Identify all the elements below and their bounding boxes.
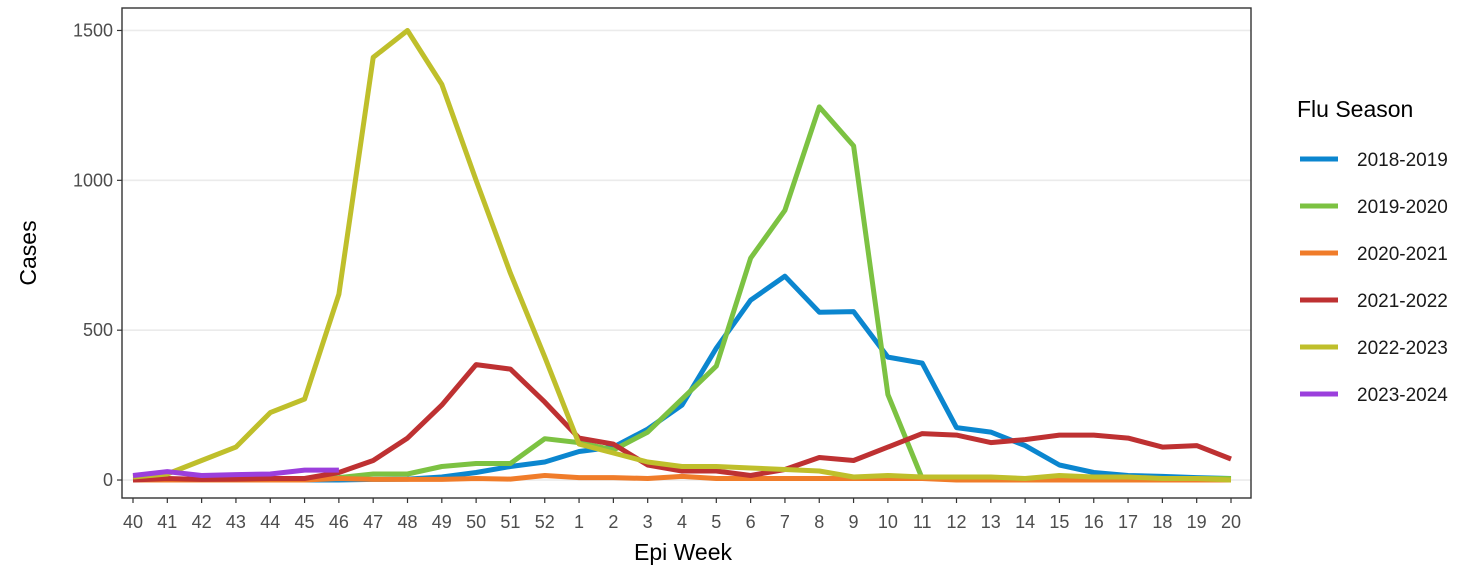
x-axis-title: Epi Week bbox=[634, 539, 733, 565]
legend-label-2018-2019: 2018-2019 bbox=[1357, 150, 1448, 171]
y-tick-label-1000: 1000 bbox=[73, 170, 113, 190]
x-tick-label-40: 40 bbox=[123, 512, 143, 532]
x-tick-label-18: 18 bbox=[1152, 512, 1172, 532]
x-tick-label-52: 52 bbox=[535, 512, 555, 532]
series-line-2022-2023 bbox=[132, 28, 1232, 483]
y-tick-label-0: 0 bbox=[103, 470, 113, 490]
x-tick-label-19: 19 bbox=[1187, 512, 1207, 532]
x-axis: 40 41 42 43 44 45 46 47 48 49 50 51 52 1 2 3 4 5 6 7 8 9 10 11 1… bbox=[123, 498, 1241, 532]
x-tick-label-47: 47 bbox=[363, 512, 383, 532]
x-tick-label-6: 6 bbox=[746, 512, 756, 532]
grid-lines bbox=[122, 29, 1251, 481]
x-tick-label-1: 1 bbox=[574, 512, 584, 532]
x-tick-label-45: 45 bbox=[295, 512, 315, 532]
y-axis: 0 500 1000 1500 bbox=[73, 20, 122, 490]
x-tick-label-8: 8 bbox=[814, 512, 824, 532]
x-tick-label-5: 5 bbox=[711, 512, 721, 532]
legend-label-2021-2022: 2021-2022 bbox=[1357, 291, 1448, 312]
legend-title: Flu Season bbox=[1297, 96, 1413, 122]
series-line-2020-2021 bbox=[133, 473, 1231, 483]
x-tick-label-44: 44 bbox=[260, 512, 280, 532]
series-line-2019-2020 bbox=[133, 104, 1231, 483]
y-tick-label-500: 500 bbox=[83, 320, 113, 340]
x-tick-label-2: 2 bbox=[608, 512, 618, 532]
x-tick-label-4: 4 bbox=[677, 512, 687, 532]
x-tick-label-20: 20 bbox=[1221, 512, 1241, 532]
legend-label-2019-2020: 2019-2020 bbox=[1357, 197, 1448, 218]
x-tick-label-11: 11 bbox=[913, 512, 932, 532]
x-tick-label-14: 14 bbox=[1015, 512, 1035, 532]
x-tick-label-43: 43 bbox=[226, 512, 246, 532]
x-tick-label-17: 17 bbox=[1118, 512, 1138, 532]
x-tick-label-12: 12 bbox=[946, 512, 966, 532]
legend-label-2023-2024: 2023-2024 bbox=[1357, 385, 1448, 406]
y-axis-title: Cases bbox=[15, 220, 41, 285]
series-lines bbox=[132, 28, 1232, 483]
series-line-2018-2019 bbox=[133, 273, 1232, 483]
x-tick-label-13: 13 bbox=[981, 512, 1001, 532]
x-tick-label-46: 46 bbox=[329, 512, 349, 532]
legend-label-2020-2021: 2020-2021 bbox=[1357, 244, 1448, 265]
panel-border bbox=[121, 7, 1252, 499]
x-tick-label-50: 50 bbox=[466, 512, 486, 532]
x-tick-label-16: 16 bbox=[1084, 512, 1104, 532]
x-tick-label-15: 15 bbox=[1049, 512, 1069, 532]
x-tick-label-7: 7 bbox=[780, 512, 790, 532]
x-tick-label-42: 42 bbox=[192, 512, 212, 532]
x-tick-label-41: 41 bbox=[157, 512, 177, 532]
x-tick-label-10: 10 bbox=[878, 512, 898, 532]
series-line-2023-2024 bbox=[132, 467, 339, 478]
x-tick-label-9: 9 bbox=[849, 512, 859, 532]
y-tick-label-1500: 1500 bbox=[73, 20, 113, 40]
x-tick-label-51: 51 bbox=[500, 512, 520, 532]
legend: Flu Season 2018-2019 2019-2020 2020-2021 20… bbox=[1297, 96, 1448, 406]
x-tick-label-49: 49 bbox=[432, 512, 452, 532]
x-tick-label-48: 48 bbox=[397, 512, 417, 532]
series-line-2021-2022 bbox=[132, 362, 1232, 483]
legend-label-2022-2023: 2022-2023 bbox=[1357, 338, 1448, 359]
x-tick-label-3: 3 bbox=[643, 512, 653, 532]
